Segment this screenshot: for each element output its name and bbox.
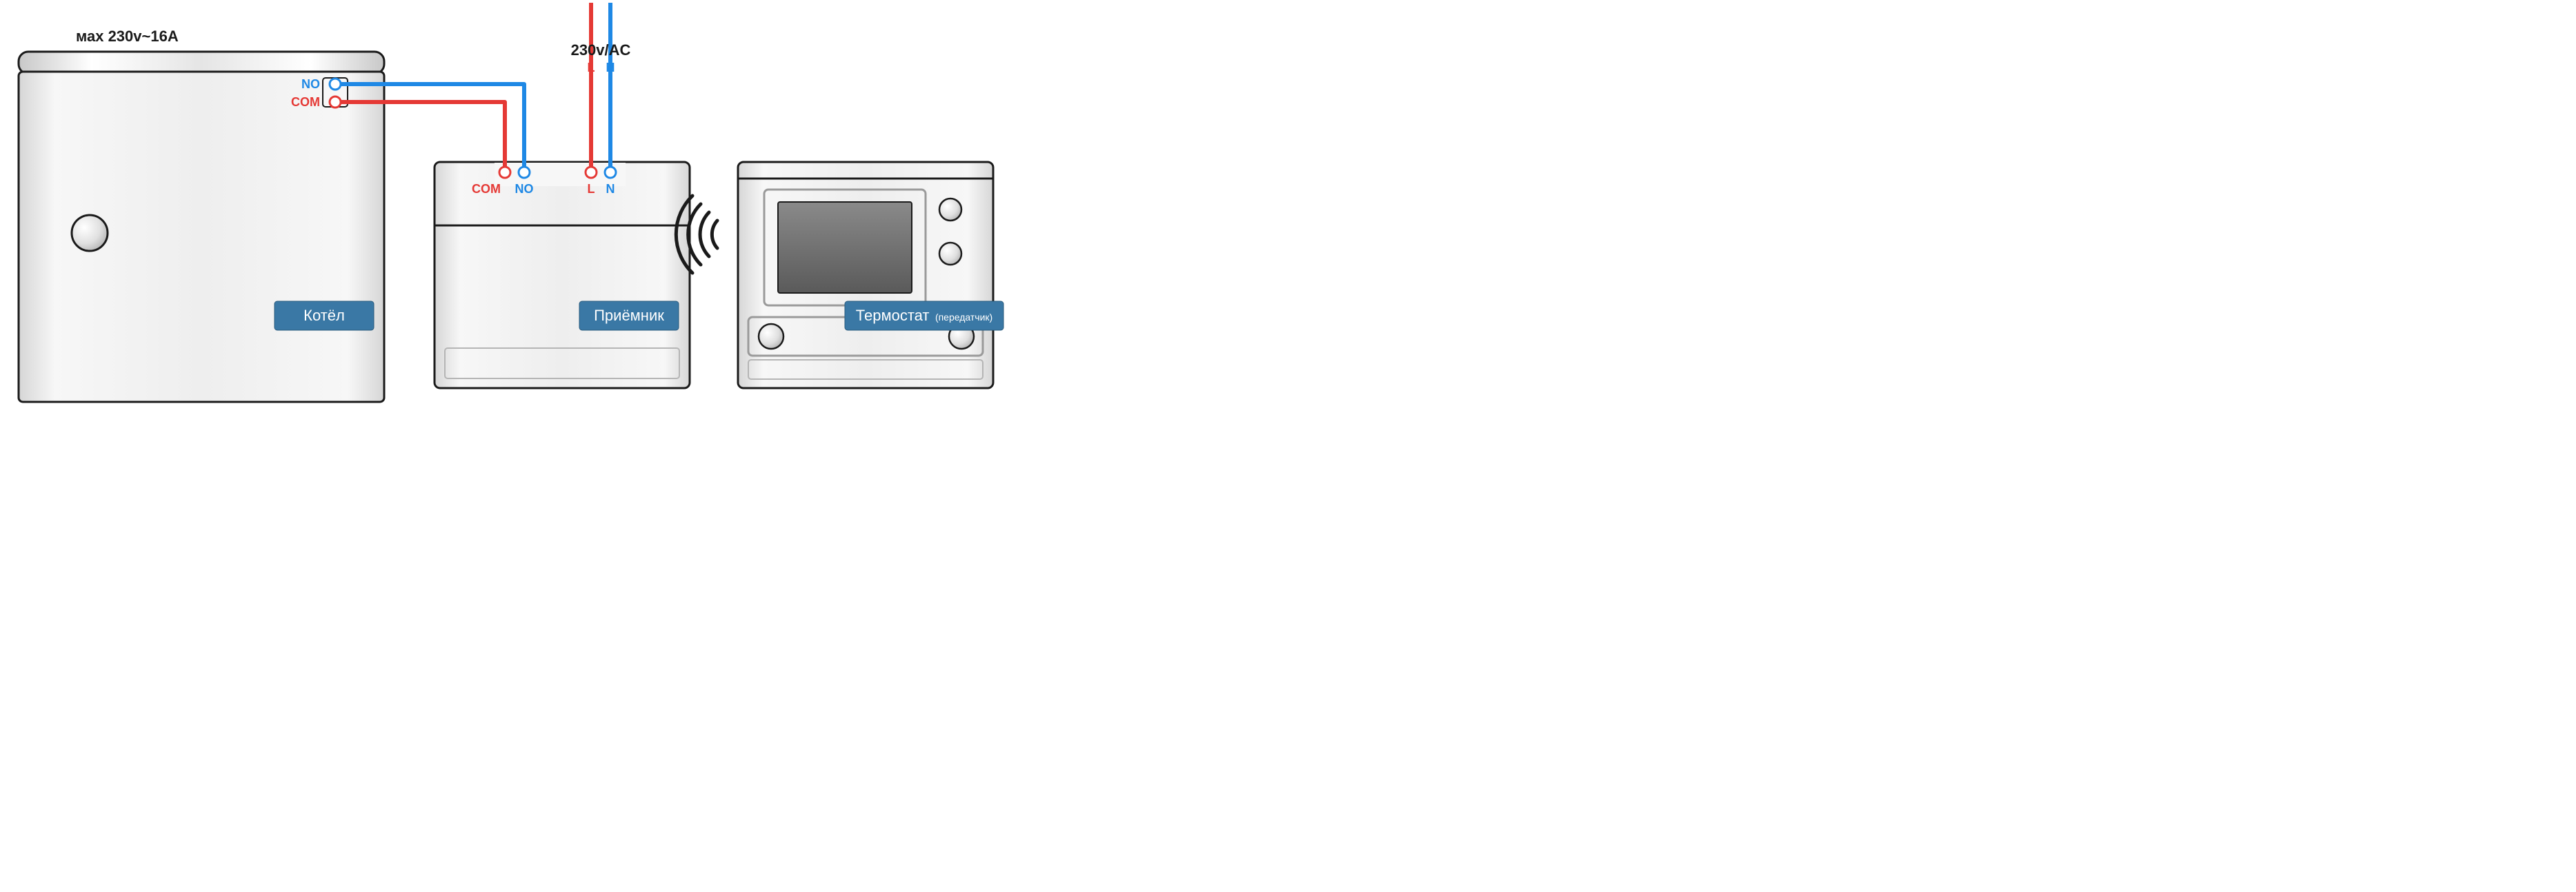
recv-com-label: COM (472, 182, 501, 196)
terminal-recv-l (586, 167, 597, 178)
terminal-recv-com (499, 167, 510, 178)
thermostat-knob-1 (939, 199, 961, 221)
receiver-label: Приёмник (594, 307, 664, 324)
thermostat-knob-3 (759, 324, 783, 349)
wiring-diagram: мах 230v~16A 2 (0, 0, 1288, 446)
boiler-title: мах 230v~16A (76, 28, 179, 45)
boiler-no-label: NO (301, 77, 320, 91)
receiver (435, 162, 690, 388)
thermostat-label: Термостат (856, 307, 930, 324)
boiler-knob (72, 215, 108, 251)
boiler-com-label: COM (291, 95, 320, 109)
recv-l-label: L (588, 182, 595, 196)
boiler-lid (19, 52, 384, 74)
thermostat-badge: Термостат (передатчик) (845, 301, 1004, 330)
power-title: 230v/AC (571, 41, 631, 59)
boiler-label: Котёл (303, 307, 345, 324)
recv-n-label: N (606, 182, 615, 196)
thermostat-label-suffix: (передатчик) (935, 312, 992, 323)
thermostat-screen (778, 202, 912, 293)
terminal-boiler-no (330, 79, 341, 90)
receiver-badge: Приёмник (579, 301, 679, 330)
boiler-badge: Котёл (274, 301, 374, 330)
receiver-body (435, 162, 690, 388)
power-n-label: N (606, 61, 615, 74)
power-l-label: L (588, 61, 595, 74)
terminal-recv-n (605, 167, 616, 178)
thermostat-knob-2 (939, 243, 961, 265)
recv-no-label: NO (515, 182, 534, 196)
terminal-recv-no (519, 167, 530, 178)
terminal-boiler-com (330, 97, 341, 108)
thermostat (738, 162, 993, 388)
